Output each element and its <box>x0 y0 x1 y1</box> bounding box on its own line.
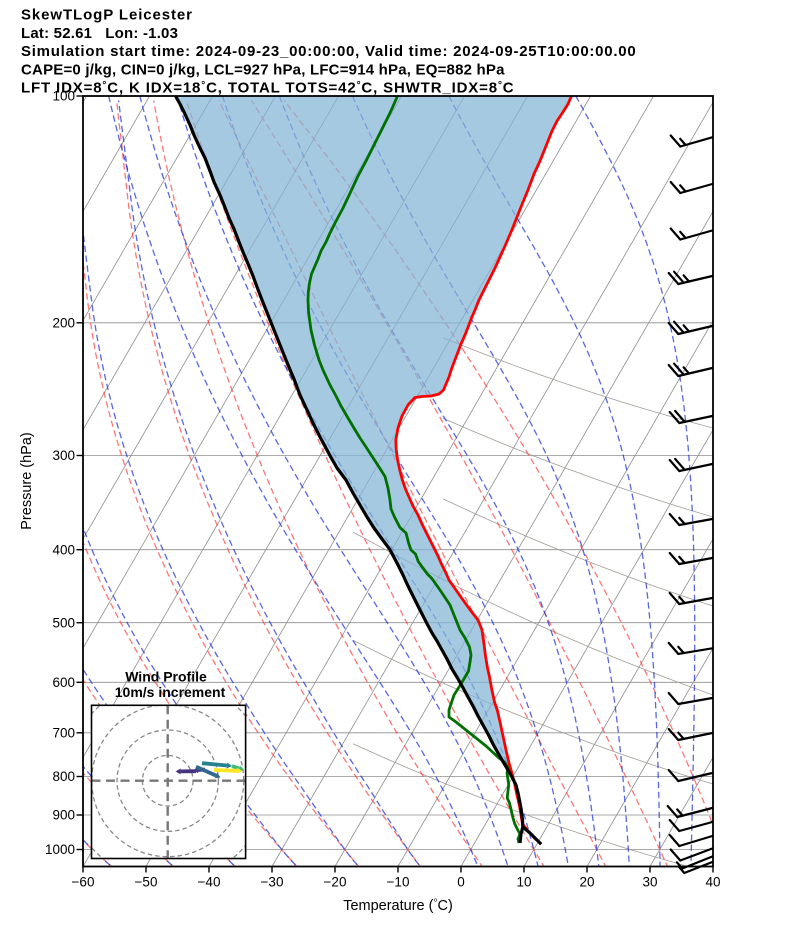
svg-text:SkewTLogP Leicester: SkewTLogP Leicester <box>21 7 193 24</box>
svg-text:600: 600 <box>52 675 75 690</box>
svg-text:40: 40 <box>705 875 720 890</box>
svg-text:200: 200 <box>52 316 75 331</box>
svg-text:−30: −30 <box>261 875 284 890</box>
svg-text:700: 700 <box>52 726 75 741</box>
svg-text:1000: 1000 <box>45 842 75 857</box>
svg-text:900: 900 <box>52 808 75 823</box>
svg-text:Wind Profile: Wind Profile <box>125 669 207 685</box>
svg-text:−40: −40 <box>198 875 221 890</box>
svg-text:Lat: 52.61 Lon: -1.03: Lat: 52.61 Lon: -1.03 <box>21 25 178 42</box>
svg-text:30: 30 <box>642 875 657 890</box>
svg-text:10m/s increment: 10m/s increment <box>115 684 226 700</box>
svg-text:500: 500 <box>52 615 75 630</box>
svg-text:20: 20 <box>579 875 594 890</box>
svg-text:LFT IDX=8°C, K IDX=18°C, TOTAL: LFT IDX=8°C, K IDX=18°C, TOTAL TOTS=42°C… <box>21 80 514 97</box>
svg-text:−60: −60 <box>72 875 95 890</box>
svg-text:10: 10 <box>516 875 531 890</box>
svg-text:300: 300 <box>52 448 75 463</box>
svg-text:800: 800 <box>52 769 75 784</box>
svg-text:CAPE=0 j/kg, CIN=0 j/kg, LCL=9: CAPE=0 j/kg, CIN=0 j/kg, LCL=927 hPa, LF… <box>21 62 505 79</box>
svg-text:Pressure (hPa): Pressure (hPa) <box>19 432 35 530</box>
svg-text:400: 400 <box>52 542 75 557</box>
svg-text:Simulation start time: 2024-09: Simulation start time: 2024-09-23_00:00:… <box>21 43 636 60</box>
svg-text:0: 0 <box>457 875 465 890</box>
svg-text:−10: −10 <box>387 875 410 890</box>
svg-text:−50: −50 <box>135 875 158 890</box>
svg-text:−20: −20 <box>324 875 347 890</box>
